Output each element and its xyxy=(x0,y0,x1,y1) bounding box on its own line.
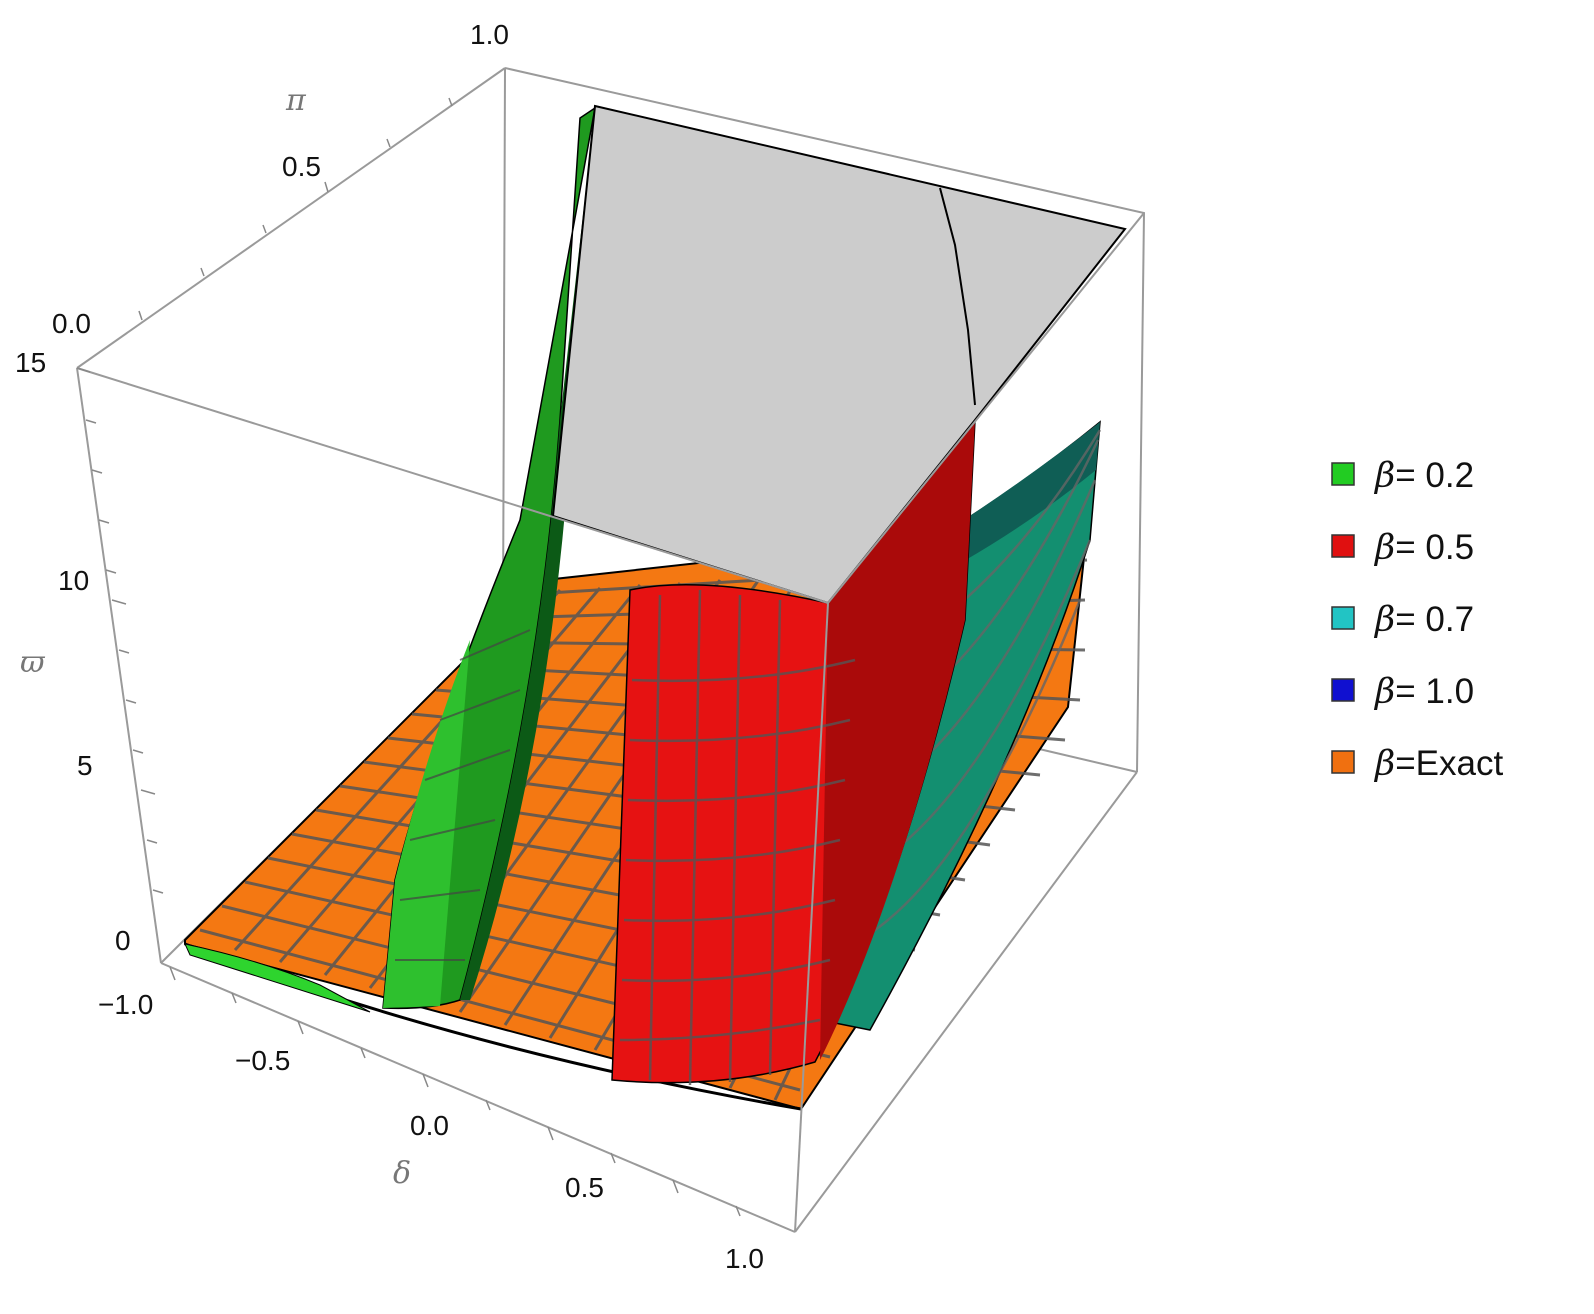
z-tick-labels: 15 10 5 0 xyxy=(15,347,131,956)
z-axis-label: ϖ xyxy=(20,645,46,680)
surface-beta-0.5 xyxy=(611,417,976,1086)
x-tick-neg05: −0.5 xyxy=(235,1045,290,1076)
legend-swatch xyxy=(1331,462,1355,486)
front-box-edges xyxy=(76,212,1145,1233)
legend-item-beta-exact: β=Exact xyxy=(1331,744,1503,784)
x-tick-neg1: −1.0 xyxy=(98,989,153,1020)
z-tick-10: 10 xyxy=(58,565,89,596)
legend-item-beta-0.5: β= 0.5 xyxy=(1331,528,1474,568)
legend-swatch xyxy=(1331,606,1355,630)
x-axis-label: δ xyxy=(393,1156,411,1191)
legend-swatch xyxy=(1331,750,1355,774)
svg-text:β= 0.2: β= 0.2 xyxy=(1373,456,1474,496)
axis-tick-marks xyxy=(76,97,741,1217)
svg-text:β= 1.0: β= 1.0 xyxy=(1373,672,1474,712)
legend-swatch xyxy=(1331,678,1355,702)
x-tick-labels: −1.0 −0.5 0.0 0.5 1.0 xyxy=(98,989,764,1274)
y-tick-0: 0.0 xyxy=(52,308,91,339)
svg-text:β= 0.7: β= 0.7 xyxy=(1373,600,1474,640)
legend-swatch xyxy=(1331,534,1355,558)
z-tick-15: 15 xyxy=(15,347,46,378)
x-tick-0: 0.0 xyxy=(410,1110,449,1141)
x-tick-05: 0.5 xyxy=(565,1172,604,1203)
y-tick-labels: 0.0 0.5 1.0 xyxy=(52,19,509,339)
z-tick-5: 5 xyxy=(77,750,93,781)
svg-text:β=Exact: β=Exact xyxy=(1373,744,1503,784)
legend-item-beta-0.7: β= 0.7 xyxy=(1331,600,1474,640)
y-axis-label: π xyxy=(285,83,307,118)
legend: β= 0.2 β= 0.5 β= 0.7 β= 1.0 β=Exact xyxy=(1331,456,1503,784)
y-tick-1: 1.0 xyxy=(470,19,509,50)
svg-text:β= 0.5: β= 0.5 xyxy=(1373,528,1474,568)
legend-item-beta-0.2: β= 0.2 xyxy=(1331,456,1474,496)
z-tick-0: 0 xyxy=(115,925,131,956)
legend-item-beta-1.0: β= 1.0 xyxy=(1331,672,1474,712)
x-tick-1: 1.0 xyxy=(725,1243,764,1274)
y-tick-05: 0.5 xyxy=(282,151,321,182)
surface-beta-0.2 xyxy=(184,106,597,1013)
